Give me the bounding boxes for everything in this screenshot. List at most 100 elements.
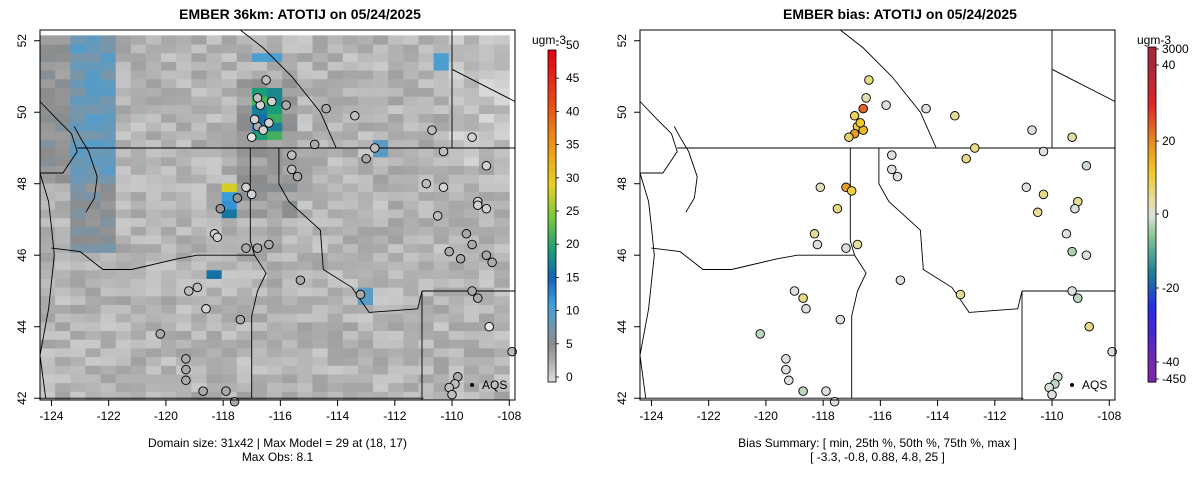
model-cell bbox=[145, 156, 162, 167]
colorbar-segment bbox=[548, 73, 556, 78]
model-cell bbox=[388, 122, 404, 132]
model-cell bbox=[267, 269, 283, 279]
model-cell bbox=[161, 78, 177, 88]
station-marker bbox=[950, 111, 960, 121]
model-panel-title: EMBER 36km: ATOTIJ on 05/24/2025 bbox=[179, 6, 421, 22]
colorbar-segment bbox=[548, 338, 556, 343]
model-cell bbox=[145, 295, 162, 305]
colorbar-segment bbox=[1148, 67, 1156, 72]
colorbar-segment bbox=[1148, 308, 1156, 313]
y-tick-label: 42 bbox=[615, 391, 629, 405]
model-cell bbox=[236, 287, 253, 297]
station-marker bbox=[252, 93, 263, 103]
model-cell bbox=[357, 313, 374, 323]
model-cell bbox=[221, 356, 238, 366]
model-cell bbox=[70, 304, 86, 314]
model-cell bbox=[327, 70, 344, 80]
model-cell bbox=[267, 287, 283, 297]
model-cell bbox=[463, 148, 480, 158]
model-cell bbox=[373, 226, 389, 236]
model-cell bbox=[418, 243, 435, 253]
colorbar-segment bbox=[548, 179, 556, 184]
model-cell bbox=[100, 191, 117, 201]
model-cell bbox=[267, 130, 283, 141]
model-cell bbox=[388, 391, 404, 401]
model-cell bbox=[448, 261, 465, 271]
model-cell bbox=[206, 261, 223, 271]
model-cell bbox=[403, 391, 419, 401]
colorbar-segment bbox=[1148, 170, 1156, 175]
model-cell bbox=[85, 321, 102, 332]
colorbar-segment bbox=[548, 255, 556, 260]
model-cell bbox=[70, 96, 86, 106]
model-cell bbox=[373, 391, 389, 401]
model-cell bbox=[297, 182, 313, 193]
model-cell bbox=[297, 261, 313, 271]
model-cell bbox=[130, 295, 147, 305]
model-cell bbox=[145, 365, 162, 375]
colorbar-segment bbox=[548, 292, 556, 297]
model-cell bbox=[115, 226, 132, 236]
colorbar-segment bbox=[548, 368, 556, 373]
colorbar-segment bbox=[548, 378, 556, 383]
colorbar-segment bbox=[548, 358, 556, 363]
model-cell bbox=[206, 321, 223, 332]
model-cell bbox=[251, 217, 268, 227]
model-cell bbox=[312, 35, 329, 45]
model-cell bbox=[85, 391, 102, 401]
model-cell bbox=[267, 139, 283, 149]
colorbar-segment bbox=[1148, 371, 1156, 376]
model-cell bbox=[479, 104, 495, 114]
model-cell bbox=[206, 304, 223, 314]
model-cell bbox=[342, 226, 359, 236]
model-cell bbox=[448, 339, 465, 349]
model-cell bbox=[191, 122, 208, 132]
model-cell bbox=[418, 269, 435, 279]
domain-summary: Domain size: 31x42 | Max Model = 29 at (… bbox=[148, 436, 407, 450]
colorbar-segment bbox=[1148, 140, 1156, 145]
model-cell bbox=[191, 269, 208, 279]
model-cell bbox=[312, 96, 329, 106]
model-cell bbox=[206, 52, 223, 62]
model-cell bbox=[448, 96, 465, 106]
model-cell bbox=[388, 382, 404, 392]
model-cell bbox=[297, 130, 313, 141]
border-line bbox=[849, 148, 856, 256]
model-cell bbox=[388, 278, 404, 288]
colorbar-segment bbox=[1148, 207, 1156, 212]
model-cell bbox=[433, 156, 450, 167]
model-cell bbox=[357, 104, 374, 114]
colorbar-segment bbox=[548, 146, 556, 151]
model-cell bbox=[161, 278, 177, 288]
colorbar-segment bbox=[548, 209, 556, 214]
model-cell bbox=[130, 61, 147, 71]
model-cell bbox=[267, 391, 283, 401]
model-cell bbox=[115, 217, 132, 227]
model-cell bbox=[388, 156, 404, 167]
model-cell bbox=[145, 243, 162, 253]
colorbar-segment bbox=[1148, 154, 1156, 159]
model-cell bbox=[55, 347, 71, 358]
model-cell bbox=[191, 104, 208, 114]
model-cell bbox=[161, 261, 177, 271]
model-cell bbox=[70, 165, 86, 175]
colorbar-segment bbox=[1148, 254, 1156, 259]
colorbar-segment bbox=[1148, 134, 1156, 139]
model-cell bbox=[251, 278, 268, 288]
bias-station-markers bbox=[755, 75, 1117, 407]
model-cell bbox=[403, 182, 419, 193]
model-cell bbox=[100, 174, 117, 184]
model-cell bbox=[479, 96, 495, 106]
model-cell bbox=[373, 217, 389, 227]
model-cell bbox=[236, 209, 253, 219]
model-cell bbox=[494, 191, 510, 201]
model-cell bbox=[479, 295, 495, 305]
model-cell bbox=[297, 87, 313, 97]
model-cell bbox=[221, 191, 238, 201]
model-cell bbox=[342, 235, 359, 245]
model-cell bbox=[327, 373, 344, 384]
model-cell bbox=[70, 104, 86, 114]
colorbar-segment bbox=[548, 325, 556, 330]
model-cell bbox=[221, 165, 238, 175]
